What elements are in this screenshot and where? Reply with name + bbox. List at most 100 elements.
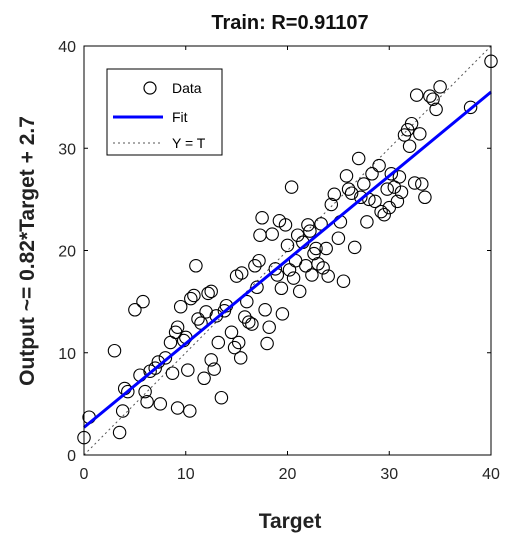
data-point <box>204 284 218 299</box>
data-point <box>368 194 382 209</box>
data-point <box>170 401 185 415</box>
data-point <box>242 315 256 329</box>
data-point <box>184 291 198 306</box>
data-point <box>214 390 229 405</box>
data-point <box>136 294 150 309</box>
data-point <box>245 317 259 331</box>
y-tick-label: 20 <box>58 244 76 261</box>
data-point <box>189 259 203 273</box>
data-point <box>301 218 315 232</box>
legend-label-data: Data <box>172 80 202 96</box>
data-point <box>231 335 246 350</box>
data-point <box>390 194 405 209</box>
data-point <box>309 241 323 256</box>
data-point <box>344 186 359 200</box>
data-point <box>265 227 279 241</box>
data-point <box>418 190 432 205</box>
data-point <box>209 309 224 323</box>
data-point <box>280 238 295 253</box>
data-point <box>286 271 301 285</box>
data-point <box>284 180 299 194</box>
data-point <box>278 218 293 232</box>
y-tick-label: 30 <box>58 141 76 158</box>
data-point <box>319 241 333 256</box>
legend: Data Fit Y = T <box>106 68 223 156</box>
data-point <box>347 240 362 255</box>
plot-area <box>77 45 498 456</box>
data-point <box>197 371 211 386</box>
data-point <box>148 361 162 375</box>
plot-frame <box>83 45 492 456</box>
data-point <box>165 366 180 380</box>
data-point <box>413 127 427 141</box>
data-point <box>316 261 330 275</box>
data-point <box>415 177 429 191</box>
data-point <box>248 259 262 273</box>
data-point <box>158 351 173 365</box>
data-point <box>282 263 297 277</box>
y-axis-label: Output ~= 0.82*Target + 2.7 <box>16 116 39 386</box>
data-point <box>357 177 371 191</box>
data-point <box>252 253 266 268</box>
data-point <box>170 320 185 334</box>
data-point <box>173 299 188 314</box>
x-tick-label: 0 <box>80 466 89 483</box>
data-point <box>262 320 276 334</box>
data-point <box>274 281 289 296</box>
data-point <box>426 92 440 106</box>
chart-title: Train: R=0.91107 <box>211 12 368 34</box>
x-axis-label: Target <box>259 510 322 533</box>
data-point <box>115 404 130 418</box>
data-point <box>433 80 447 94</box>
data-point <box>253 228 267 242</box>
data-point <box>255 211 269 225</box>
data-point <box>138 384 152 399</box>
data-point <box>331 231 346 245</box>
data-point <box>260 336 274 351</box>
data-point <box>339 169 354 183</box>
data-point <box>341 182 356 196</box>
data-point <box>324 197 339 212</box>
data-point <box>336 274 351 288</box>
data-point <box>275 307 290 321</box>
x-tick-label: 20 <box>279 466 297 483</box>
data-point <box>394 185 409 199</box>
data-point <box>240 294 254 309</box>
data-point <box>140 395 154 409</box>
y-tick-label: 40 <box>58 39 76 56</box>
legend-label-fit: Fit <box>172 109 188 125</box>
data-point <box>321 269 335 283</box>
data-point <box>290 228 305 242</box>
x-tick-label: 30 <box>380 466 398 483</box>
data-point <box>402 139 417 153</box>
legend-label-identity: Y = T <box>172 135 206 151</box>
data-point <box>250 280 264 295</box>
data-point <box>234 266 249 280</box>
data-point <box>429 102 443 117</box>
data-point <box>153 397 168 411</box>
data-point <box>107 343 122 358</box>
y-tick-label: 0 <box>67 448 76 465</box>
data-point <box>305 268 319 282</box>
data-point <box>128 303 142 317</box>
legend-box <box>106 68 223 156</box>
x-tick-label: 40 <box>482 466 500 483</box>
data-point <box>372 158 386 173</box>
x-tick-label: 10 <box>177 466 195 483</box>
data-point <box>112 425 127 440</box>
data-point <box>365 167 379 181</box>
data-point <box>207 362 221 376</box>
data-point <box>227 340 242 355</box>
data-point <box>354 190 368 205</box>
data-point <box>377 207 391 222</box>
data-point <box>463 100 478 115</box>
data-point <box>407 176 422 190</box>
data-point <box>423 89 437 103</box>
data-point <box>374 204 388 219</box>
tick-layer: 0 10 20 30 40 0 10 20 30 40 <box>58 39 500 483</box>
legend-data-marker <box>143 81 157 95</box>
data-point <box>384 167 399 181</box>
identity-line <box>83 45 492 456</box>
data-point <box>392 170 407 184</box>
